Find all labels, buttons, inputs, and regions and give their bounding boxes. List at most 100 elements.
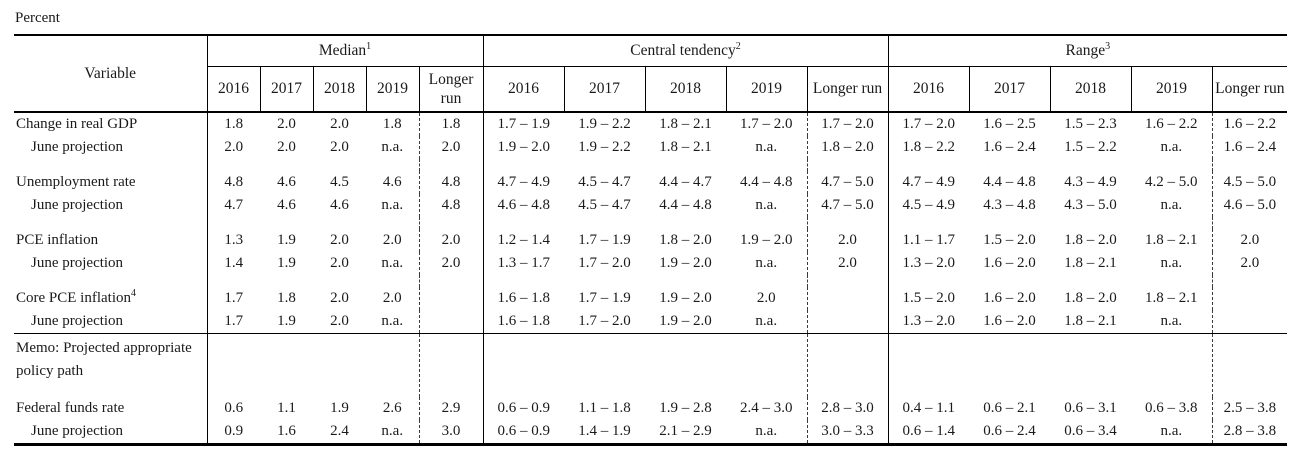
value-cell: 1.9: [330, 400, 349, 416]
value-cell: 1.6 – 2.0: [983, 290, 1036, 306]
value-cell: 2.0: [330, 116, 349, 132]
value-cell: [969, 159, 1050, 171]
row-label: June projection: [14, 194, 208, 217]
spacer-row: [14, 275, 1288, 287]
value-cell: 2.0: [330, 290, 349, 306]
value-cell: 4.8: [418, 171, 483, 194]
value-cell: [806, 275, 889, 287]
value-cell: [260, 217, 313, 229]
value-cell: n.a.: [755, 197, 778, 213]
value-cell: [806, 159, 889, 171]
group-header-row: Variable Median1 Central tendency2 Range…: [14, 35, 1288, 113]
value-cell: 4.3 – 4.8: [983, 197, 1036, 213]
range-year-2017-header: 2017: [969, 66, 1051, 113]
value-cell: 2.0: [1211, 229, 1288, 252]
ct-year-2019-header: 2019: [726, 66, 808, 113]
ct-year-2016-header: 2016: [483, 66, 565, 113]
value-cell: 1.3: [206, 229, 260, 252]
ct-longer-run-header: Longer run: [807, 66, 889, 113]
value-cell: 1.7 – 2.0: [578, 255, 631, 271]
value-cell: [1050, 275, 1131, 287]
row-label: Change in real GDP: [14, 112, 208, 136]
row-label: Federal funds rate: [14, 397, 208, 420]
value-cell: [482, 217, 564, 229]
row-label: [14, 217, 208, 229]
value-cell: 0.6 – 3.1: [1064, 400, 1117, 416]
row-label: Unemployment rate: [14, 171, 208, 194]
value-cell: 1.8 – 2.1: [659, 116, 712, 132]
row-label: June projection: [14, 136, 208, 159]
value-cell: 1.8 – 2.0: [659, 232, 712, 248]
value-cell: [564, 275, 645, 287]
median-label: Median: [318, 42, 367, 59]
value-cell: [887, 275, 970, 287]
median-footnote-marker: 1: [366, 40, 372, 52]
value-cell: 1.8 – 2.0: [806, 136, 889, 159]
spacer-row: [14, 217, 1288, 229]
range-footnote-marker: 3: [1105, 40, 1111, 52]
value-cell: [806, 217, 889, 229]
value-cell: [1211, 333, 1288, 397]
value-cell: 1.6 – 2.4: [1211, 136, 1288, 159]
value-cell: 4.4 – 4.7: [659, 174, 712, 190]
value-cell: 2.0: [418, 136, 483, 159]
value-cell: 4.4 – 4.8: [659, 197, 712, 213]
value-cell: 2.0: [206, 136, 260, 159]
value-cell: 1.8: [277, 290, 296, 306]
median-year-2016-header: 2016: [207, 66, 261, 113]
value-cell: [564, 159, 645, 171]
value-cell: 1.9 – 2.2: [578, 139, 631, 155]
spacer-row: [14, 159, 1288, 171]
value-cell: 1.9 – 2.0: [659, 255, 712, 271]
value-cell: [206, 217, 260, 229]
value-cell: 2.0: [806, 252, 889, 275]
value-cell: [206, 333, 260, 397]
table-body: Change in real GDP 1.8 2.0 2.0 1.8 1.8 1.7 – 1…: [14, 112, 1288, 445]
value-cell: 1.8 – 2.1: [659, 139, 712, 155]
value-cell: [564, 217, 645, 229]
value-cell: n.a.: [381, 197, 404, 213]
value-cell: 2.0: [277, 139, 296, 155]
value-cell: 1.9 – 2.0: [659, 313, 712, 329]
value-cell: 4.7 – 4.9: [482, 171, 564, 194]
value-cell: 1.6 – 2.4: [983, 139, 1036, 155]
value-cell: 4.6 – 5.0: [1211, 194, 1288, 217]
value-cell: 1.1 – 1.7: [887, 229, 970, 252]
value-cell: 3.0: [418, 420, 483, 445]
value-cell: [806, 333, 889, 397]
value-cell: 4.8: [206, 171, 260, 194]
range-label: Range: [1065, 42, 1106, 59]
value-cell: 4.7 – 5.0: [806, 171, 889, 194]
value-cell: 1.6 – 2.2: [1145, 116, 1198, 132]
value-cell: [1211, 159, 1288, 171]
value-cell: 1.6 – 2.0: [983, 313, 1036, 329]
value-cell: 1.8: [382, 116, 402, 132]
median-longer-run-header: Longer run: [419, 66, 484, 113]
value-cell: 1.9 – 2.2: [578, 116, 631, 132]
value-cell: [564, 333, 645, 397]
table-row: June projection 4.7 4.6 4.6 n.a. 4.8 4.6 – 4.8…: [14, 194, 1288, 217]
value-cell: [645, 159, 726, 171]
value-cell: n.a.: [755, 423, 778, 439]
value-cell: n.a.: [381, 423, 404, 439]
median-year-2019-header: 2019: [366, 66, 420, 113]
unit-label: Percent: [15, 10, 60, 26]
value-cell: 1.9: [277, 232, 296, 248]
central-tendency-footnote-marker: 2: [735, 40, 741, 52]
projections-table: Variable Median1 Central tendency2 Range…: [14, 34, 1288, 446]
median-year-2018-header: 2018: [313, 66, 367, 113]
value-cell: 4.5: [330, 174, 349, 190]
value-cell: 2.4 – 3.0: [740, 400, 793, 416]
value-cell: 0.6 – 2.4: [983, 423, 1036, 439]
value-cell: [418, 287, 483, 310]
row-label: June projection: [14, 420, 208, 445]
row-label: June projection: [14, 252, 208, 275]
value-cell: 0.6 – 1.4: [887, 420, 970, 445]
value-cell: 1.5 – 2.3: [1064, 116, 1117, 132]
value-cell: 2.8 – 3.0: [806, 397, 889, 420]
value-cell: [366, 333, 419, 397]
value-cell: 1.8: [206, 112, 260, 136]
value-cell: 2.0: [330, 313, 349, 329]
range-longer-run-header: Longer run: [1212, 66, 1288, 113]
